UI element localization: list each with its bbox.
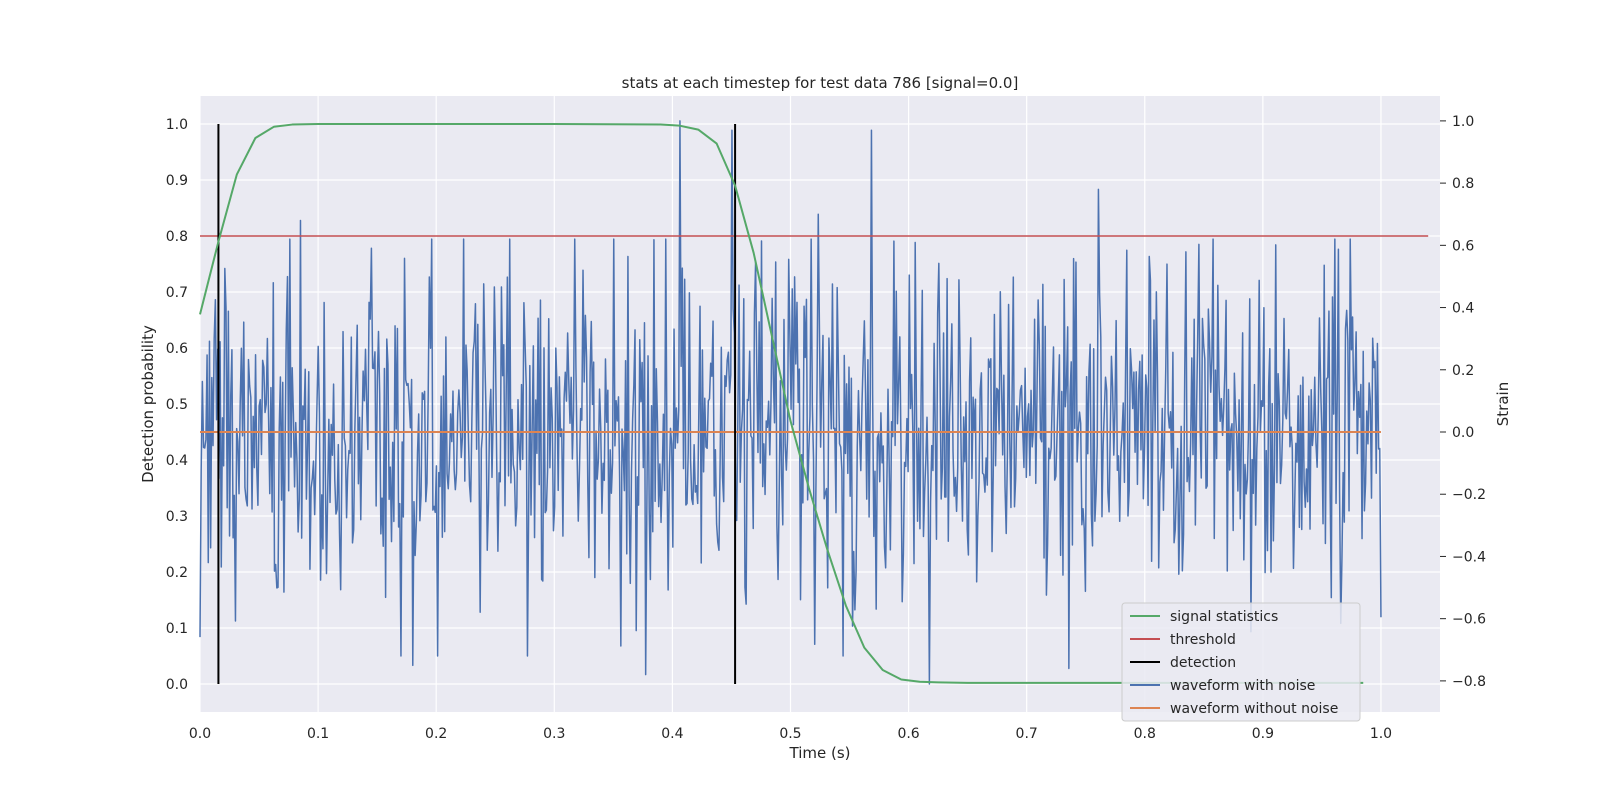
x-tick-label: 0.4 bbox=[661, 726, 683, 742]
legend: signal statistics threshold detection wa… bbox=[1121, 602, 1361, 722]
series-layer bbox=[199, 120, 1429, 685]
y2-tick-label: 0.0 bbox=[1452, 425, 1474, 441]
waveform-with-noise-line bbox=[199, 120, 1382, 685]
y-tick-label: 0.6 bbox=[166, 341, 188, 357]
y2-tick-label: −0.4 bbox=[1452, 549, 1486, 565]
legend-label-signal-statistics: signal statistics bbox=[1170, 609, 1278, 625]
x-tick-label: 0.0 bbox=[189, 726, 211, 742]
y2-tick-label: 0.8 bbox=[1452, 176, 1474, 192]
x-tick-label: 0.7 bbox=[1016, 726, 1038, 742]
y-tick-label: 0.5 bbox=[166, 397, 188, 413]
y-tick-label: 0.7 bbox=[166, 285, 188, 301]
y-tick-label: 0.2 bbox=[166, 565, 188, 581]
legend-box bbox=[1121, 602, 1361, 722]
y2-tick-label: −0.6 bbox=[1452, 612, 1486, 628]
y-axis-right: −0.8 −0.6 −0.4 −0.2 0.0 0.2 0.4 0.6 0.8 1.0 bbox=[1440, 114, 1486, 690]
x-tick-label: 0.5 bbox=[779, 726, 801, 742]
x-tick-label: 0.8 bbox=[1134, 726, 1156, 742]
y-tick-label: 0.9 bbox=[166, 173, 188, 189]
x-tick-label: 0.2 bbox=[425, 726, 447, 742]
x-tick-label: 1.0 bbox=[1370, 726, 1392, 742]
y-tick-label: 0.1 bbox=[166, 621, 188, 637]
y2-tick-label: 0.2 bbox=[1452, 363, 1474, 379]
y2-axis-label: Strain bbox=[1494, 382, 1512, 426]
y-tick-label: 0.8 bbox=[166, 229, 188, 245]
x-tick-label: 0.3 bbox=[543, 726, 565, 742]
signal-statistics-line bbox=[199, 123, 1364, 684]
y-tick-label: 0.0 bbox=[166, 677, 188, 693]
y2-tick-label: −0.8 bbox=[1452, 674, 1486, 690]
x-tick-label: 0.9 bbox=[1252, 726, 1274, 742]
y2-tick-label: −0.2 bbox=[1452, 487, 1486, 503]
x-axis: 0.0 0.1 0.2 0.3 0.4 0.5 0.6 0.7 0.8 0.9 1.0 bbox=[189, 726, 1392, 742]
y-axis-label: Detection probability bbox=[139, 325, 157, 483]
y-tick-label: 0.3 bbox=[166, 509, 188, 525]
y-tick-label: 0.4 bbox=[166, 453, 188, 469]
y2-tick-label: 1.0 bbox=[1452, 114, 1474, 130]
x-axis-label: Time (s) bbox=[789, 744, 851, 762]
legend-label-detection: detection bbox=[1170, 655, 1236, 671]
chart-title: stats at each timestep for test data 786… bbox=[622, 74, 1019, 92]
y2-tick-label: 0.4 bbox=[1452, 301, 1474, 317]
legend-label-threshold: threshold bbox=[1170, 632, 1236, 648]
legend-label-waveform-with-noise: waveform with noise bbox=[1170, 678, 1315, 694]
x-tick-label: 0.1 bbox=[307, 726, 329, 742]
x-tick-label: 0.6 bbox=[897, 726, 919, 742]
y2-tick-label: 0.6 bbox=[1452, 238, 1474, 254]
y-axis-left: 0.0 0.1 0.2 0.3 0.4 0.5 0.6 0.7 0.8 0.9 1.0 bbox=[166, 117, 188, 693]
legend-label-waveform-without-noise: waveform without noise bbox=[1170, 701, 1338, 717]
y-tick-label: 1.0 bbox=[166, 117, 188, 133]
